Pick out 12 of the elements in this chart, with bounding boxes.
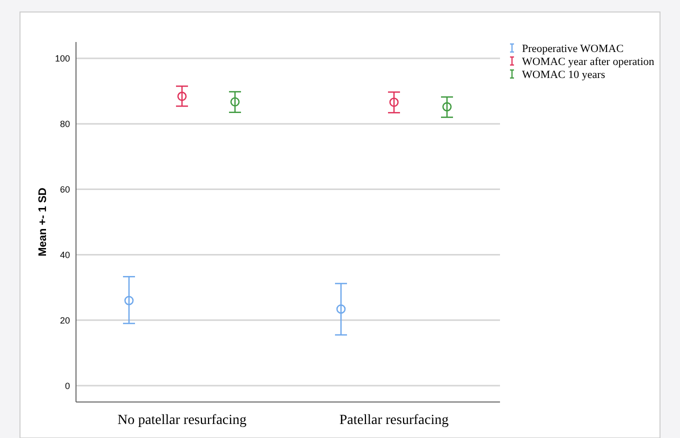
y-tick-label: 80 [60, 118, 70, 129]
y-tick-label: 100 [54, 54, 70, 64]
x-tick-label: Patellar resurfacing [339, 413, 449, 428]
legend-label: WOMAC year after operation [522, 56, 655, 68]
y-tick-label: 0 [64, 380, 70, 391]
y-tick-label: 20 [60, 315, 70, 326]
legend-label: WOMAC 10 years [522, 68, 606, 81]
y-tick-label: 40 [60, 250, 70, 260]
y-axis-title: Mean +- 1 SD [37, 188, 49, 256]
legend-label: Preoperative WOMAC [522, 42, 624, 55]
y-tick-label: 60 [60, 184, 70, 194]
x-tick-label: No patellar resurfacing [117, 413, 247, 428]
